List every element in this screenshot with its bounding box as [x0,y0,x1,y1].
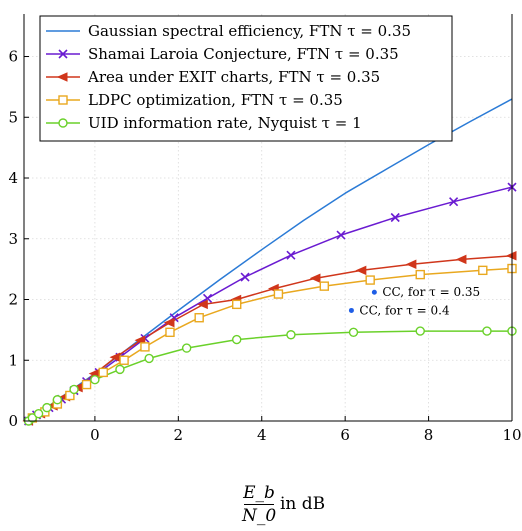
square-marker [140,342,150,352]
square-marker [165,327,175,338]
circle-marker [144,353,154,364]
x-axis-label: E_b N_0 in dB [236,482,356,530]
annotation-label: CC, for τ = 0.4 [359,303,450,317]
legend-entry: LDPC optimization, FTN τ = 0.35 [88,91,343,109]
square-marker [319,281,330,291]
triangle-marker [355,265,367,276]
x-marker-stroke [240,272,250,282]
x-marker [240,272,250,282]
square-marker [478,265,488,276]
circle-marker [42,402,52,413]
square-marker [273,289,284,299]
x-marker [449,197,459,207]
x-axis-label-denominator: N_0 [242,506,277,526]
circle-marker [58,118,68,128]
legend-entry: UID information rate, Nyquist τ = 1 [88,114,362,132]
annotations: CC, for τ = 0.35 CC, for τ = 0.4 [348,285,480,317]
x-tick-label: 4 [257,426,267,444]
series-markers [22,182,517,426]
x-marker [286,250,296,260]
y-tick-label: 2 [8,291,18,309]
x-tick-label: 0 [90,426,100,444]
x-marker-stroke [286,250,296,260]
circle-marker [482,326,492,336]
triangle-marker [405,259,417,270]
fraction-bar [244,504,274,505]
annotation-point [371,289,377,295]
triangle-marker [309,273,321,284]
square-marker [81,379,92,390]
circle-marker [27,413,38,423]
axes: 0 2 4 6 8 10 0 1 2 3 4 5 6 [8,14,522,444]
circle-marker [415,326,425,336]
x-tick-label: 2 [174,426,184,444]
x-tick-label: 6 [340,426,350,444]
x-axis-label-numerator: E_b [243,483,275,503]
triangle-marker [56,72,68,82]
legend-box [39,15,453,142]
x-marker-stroke [58,49,68,59]
circle-marker [33,409,44,419]
x-marker [390,212,400,223]
legend-entry: Gaussian spectral efficiency, FTN τ = 0.… [88,22,411,40]
x-axis-label-unit: in dB [280,494,326,514]
y-tick-label: 1 [8,351,18,369]
square-marker [232,299,242,310]
y-tick-label: 0 [8,412,18,430]
circle-marker [286,330,296,340]
x-axis-fraction: E_b N_0 [242,482,276,527]
square-marker [58,95,68,105]
x-marker [336,230,346,240]
y-tick-label: 4 [8,169,18,187]
annotation-label: CC, for τ = 0.35 [382,285,480,299]
circle-marker [90,374,100,385]
square-marker [119,355,129,365]
circle-marker [232,334,242,345]
x-marker-stroke [390,212,400,223]
circle-marker [115,364,125,375]
x-tick-label: 8 [424,426,434,444]
x-tick-label: 10 [502,426,521,444]
legend-entry: Area under EXIT charts, FTN τ = 0.35 [87,68,380,86]
x-marker-stroke [336,230,346,240]
x-marker [58,49,68,59]
square-marker [194,313,204,323]
triangle-marker [455,254,467,265]
circle-marker [69,384,79,395]
circle-marker [348,327,359,338]
triangle-marker [197,299,208,310]
legend-entry: Shamai Laroia Conjecture, FTN τ = 0.35 [88,45,399,63]
circle-marker [181,343,192,353]
y-tick-label: 6 [8,48,18,66]
y-tick-label: 5 [8,108,18,126]
y-tick-label: 3 [8,230,18,248]
circle-marker [52,395,63,405]
legend: Gaussian spectral efficiency, FTN τ = 0.… [39,15,453,142]
triangle-marker [163,317,175,328]
annotation-point [348,307,354,313]
square-marker [415,269,425,280]
square-marker [365,275,375,285]
square-marker [98,367,108,378]
series-line [28,255,512,421]
x-marker-stroke [449,197,459,207]
